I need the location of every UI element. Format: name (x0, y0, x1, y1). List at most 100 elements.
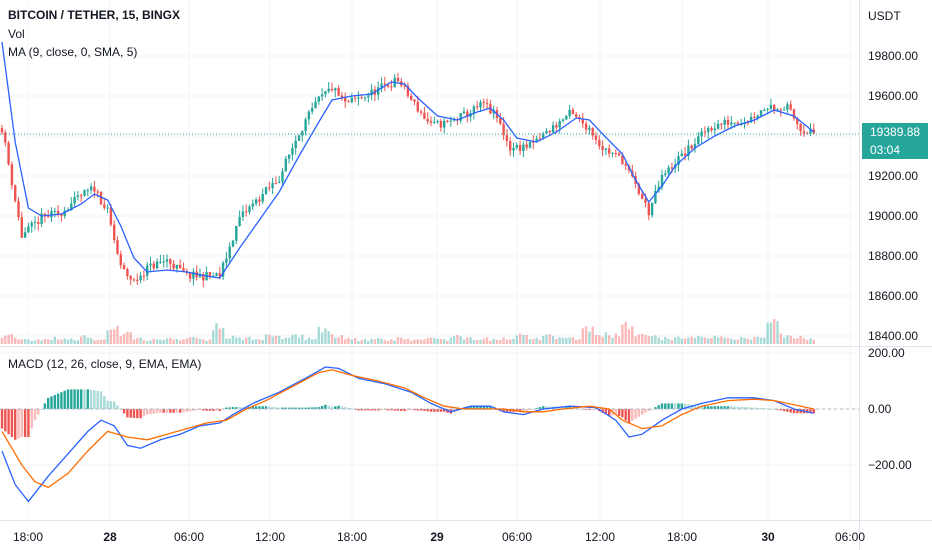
volume-bar (545, 334, 548, 344)
volume-bar (403, 339, 406, 344)
candle-down (43, 213, 47, 216)
volume-bar (660, 339, 664, 344)
candle-up (377, 87, 380, 95)
macd-histogram-bar (261, 406, 264, 409)
candle-down (116, 240, 119, 255)
candle-up (294, 140, 297, 149)
macd-histogram-bar (469, 406, 472, 409)
macd-histogram-bar (720, 406, 723, 409)
macd-histogram-bar (561, 406, 565, 409)
volume-bar (495, 339, 499, 344)
macd-histogram-bar (584, 409, 588, 410)
volume-bar (733, 339, 736, 344)
volume-bar (221, 327, 225, 344)
macd-histogram-bar (604, 409, 608, 415)
candle-up (660, 174, 664, 187)
candle-up (86, 190, 89, 192)
macd-histogram-bar (37, 409, 40, 415)
macd-histogram-bar (674, 403, 677, 409)
symbol-legend[interactable]: BITCOIN / TETHER, 15, BINGX (8, 6, 180, 24)
macd-histogram-bar (472, 406, 476, 409)
price-axis[interactable]: 19800.0019600.0019400.0019200.0019000.00… (868, 49, 918, 343)
macd-legend[interactable]: MACD (12, 26, close, 9, EMA, EMA) (8, 355, 201, 373)
volume-bar (155, 339, 159, 344)
volume-bar (7, 334, 10, 344)
time-axis[interactable]: 18:00 28 06:00 12:00 18:00 29 06:00 12:00 18:00 3… (13, 530, 865, 544)
volume-bar (449, 337, 452, 344)
volume-bar (782, 337, 786, 344)
volume-bar (459, 336, 462, 344)
candle-up (664, 173, 667, 175)
volume-bar (812, 339, 815, 344)
time-tick-label: 06:00 (835, 530, 865, 544)
candle-up (146, 265, 149, 276)
candle-up (535, 138, 538, 143)
candle-up (776, 109, 779, 111)
volume-bar (608, 335, 611, 344)
macd-label: MACD (12, 26, close, 9, EMA, EMA) (8, 357, 202, 371)
volume-bar (456, 334, 459, 344)
macd-histogram-bar (73, 389, 76, 409)
macd-axis[interactable]: 200.00 0.00 −200.00 (868, 346, 912, 472)
macd-histogram-bar (667, 403, 670, 409)
macd-histogram-bar (786, 409, 789, 412)
volume-bar (274, 335, 278, 344)
volume-bar (400, 337, 403, 344)
candle-up (317, 96, 320, 102)
macd-histogram-bar (132, 409, 136, 418)
candle-down (601, 146, 604, 150)
candle-down (485, 103, 489, 105)
price-tick-label: 19800.00 (868, 49, 918, 63)
macd-histogram-bar (716, 406, 720, 409)
candle-down (14, 185, 17, 202)
ma-legend[interactable]: MA (9, close, 0, SMA, 5) (8, 43, 137, 61)
volume-bar (47, 339, 50, 344)
candle-down (113, 224, 116, 241)
macd-histogram-bar (14, 409, 17, 440)
candle-down (466, 111, 469, 117)
volume-bar (188, 337, 192, 344)
candle-down (624, 164, 627, 166)
volume-bar (324, 328, 327, 344)
candle-down (169, 259, 172, 264)
candle-up (558, 121, 561, 128)
macd-histogram-bar (179, 409, 182, 413)
volume-bar (264, 334, 268, 344)
volume-bar (373, 339, 377, 344)
volume-bar (307, 337, 311, 344)
volume-bar (119, 335, 122, 344)
volume-bar (601, 336, 604, 344)
volume-bar (297, 337, 301, 344)
candle-down (413, 99, 416, 102)
candle-up (667, 167, 670, 174)
volume-bar (426, 338, 429, 344)
macd-histogram-bar (208, 409, 212, 411)
candle-up (551, 125, 555, 133)
macd-histogram-bar (518, 409, 522, 412)
candle-up (231, 240, 235, 247)
volume-bar (284, 337, 287, 344)
macd-histogram-bar (202, 409, 205, 411)
volume-bar (353, 337, 357, 344)
vol-legend[interactable]: Vol (8, 25, 25, 43)
volume-bar (485, 337, 489, 344)
candle-down (683, 153, 687, 156)
time-tick-label: 18:00 (667, 530, 697, 544)
candle-down (142, 275, 146, 277)
macd-histogram-bar (337, 405, 340, 409)
candle-down (119, 254, 122, 266)
candle-up (307, 111, 311, 120)
macd-histogram-bar (350, 408, 353, 410)
candle-up (73, 196, 76, 204)
volume-bar (439, 339, 443, 344)
candle-up (700, 131, 703, 137)
candle-down (532, 141, 535, 143)
volume-bar (565, 338, 568, 344)
macd-histogram-bar (439, 409, 443, 412)
macd-histogram-bar (370, 409, 373, 411)
symbol-title[interactable]: BITCOIN / TETHER, 15, BINGX (8, 8, 181, 22)
volume-bar (462, 339, 466, 344)
volume-bar (637, 334, 641, 344)
volume-bar (634, 336, 637, 344)
